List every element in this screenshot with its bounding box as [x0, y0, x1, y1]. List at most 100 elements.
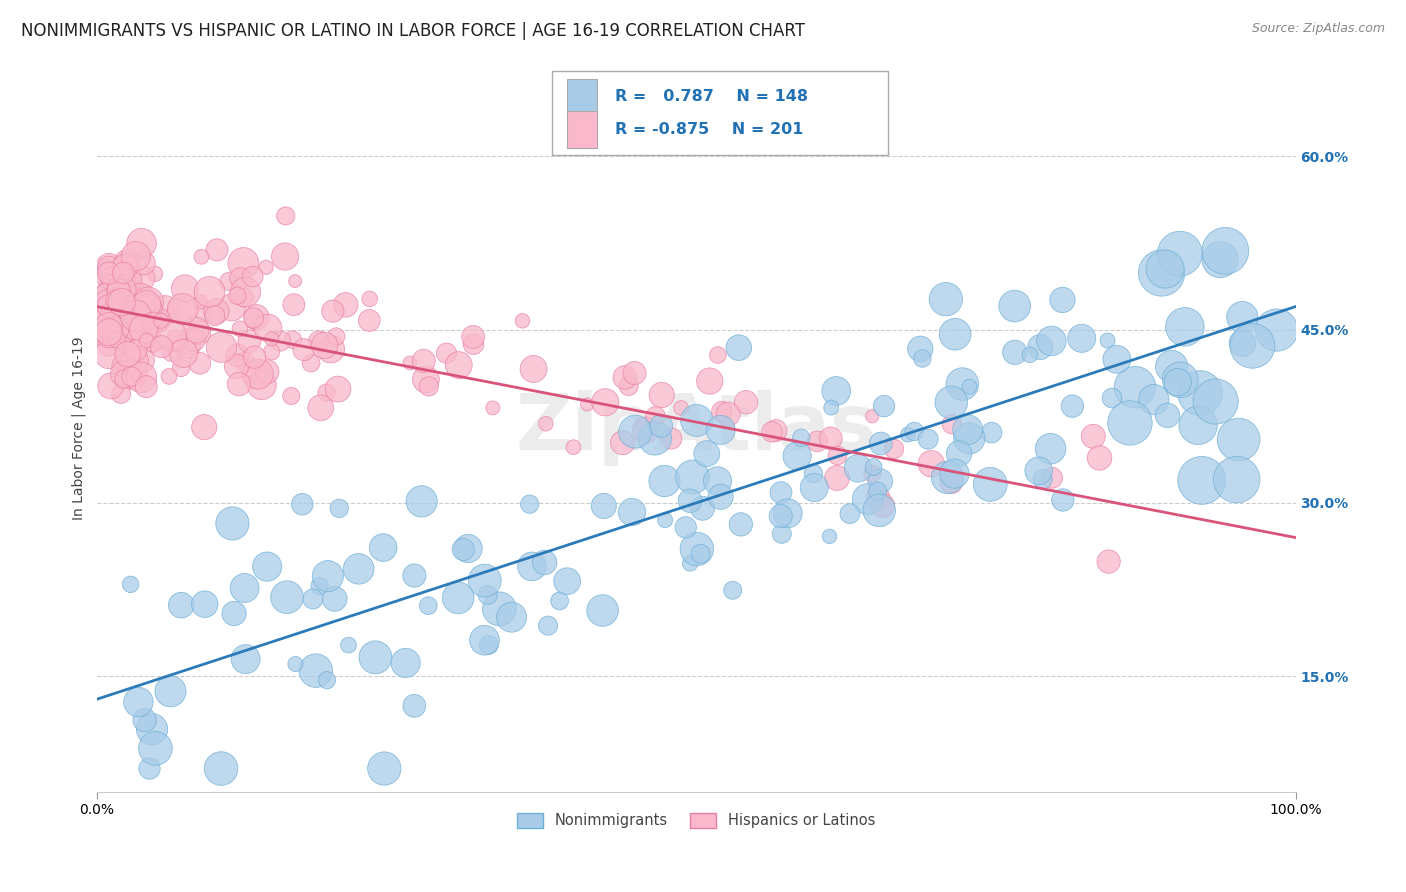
Point [184, 323, 207, 337]
Point [463, 330, 485, 344]
Point [235, 285, 257, 299]
Point [131, 271, 153, 285]
Point [221, 516, 243, 531]
Point [612, 435, 634, 450]
Point [118, 273, 141, 287]
Point [1227, 433, 1250, 447]
Point [105, 327, 128, 342]
Point [654, 474, 676, 488]
Point [232, 256, 254, 270]
Point [463, 337, 485, 351]
Point [225, 359, 247, 374]
Point [1040, 471, 1063, 485]
Point [897, 427, 920, 442]
Point [226, 348, 249, 362]
Point [107, 333, 129, 347]
Point [274, 250, 297, 264]
Point [129, 308, 152, 322]
Point [100, 276, 122, 290]
Point [447, 591, 470, 605]
Point [174, 281, 197, 295]
Point [157, 369, 180, 384]
Point [1040, 334, 1063, 348]
Point [979, 477, 1001, 491]
Point [790, 431, 813, 445]
Point [190, 250, 212, 264]
Point [474, 633, 496, 648]
Point [97, 266, 120, 280]
Point [125, 249, 148, 263]
Point [869, 474, 891, 488]
Point [97, 318, 120, 333]
Point [173, 346, 195, 360]
Point [1232, 336, 1254, 351]
Point [1119, 416, 1142, 430]
Point [118, 279, 141, 293]
Point [170, 360, 193, 375]
Point [107, 284, 129, 298]
Point [548, 594, 571, 608]
Point [769, 485, 792, 500]
Point [1156, 409, 1178, 423]
Point [111, 279, 134, 293]
Point [337, 638, 360, 652]
Point [127, 293, 149, 308]
Point [284, 657, 307, 671]
Point [696, 447, 718, 461]
Point [111, 367, 134, 381]
Point [654, 513, 676, 527]
Point [97, 261, 120, 276]
Point [820, 431, 842, 445]
Point [624, 425, 647, 439]
Point [555, 574, 578, 589]
Point [176, 338, 198, 352]
Point [257, 321, 280, 335]
Point [114, 260, 136, 274]
Point [634, 423, 657, 437]
Point [132, 319, 155, 334]
Point [204, 309, 226, 323]
Point [97, 328, 120, 343]
Point [534, 417, 557, 431]
Point [903, 425, 925, 439]
Point [862, 460, 884, 475]
Point [1062, 399, 1084, 413]
Point [124, 353, 146, 368]
Point [457, 541, 479, 556]
Point [478, 638, 501, 652]
Point [838, 507, 860, 521]
Point [418, 379, 440, 393]
Point [111, 295, 134, 310]
Point [685, 413, 707, 427]
Point [404, 568, 426, 582]
Point [235, 652, 257, 666]
Point [143, 267, 166, 281]
Point [682, 470, 704, 484]
Point [142, 338, 165, 352]
Point [209, 762, 232, 776]
Point [124, 320, 146, 334]
Point [97, 288, 120, 302]
Point [242, 269, 264, 284]
Point [110, 387, 132, 401]
Point [488, 602, 510, 616]
Point [135, 298, 157, 312]
Point [190, 294, 212, 309]
Point [644, 409, 666, 424]
Point [1039, 442, 1062, 456]
Point [160, 328, 183, 343]
Point [193, 420, 215, 434]
Point [644, 432, 666, 446]
Point [125, 320, 148, 334]
Point [818, 529, 841, 543]
Point [100, 379, 122, 393]
Point [124, 290, 146, 304]
Point [134, 713, 156, 727]
Point [481, 401, 503, 415]
Point [120, 577, 142, 591]
Point [246, 310, 269, 324]
Point [209, 340, 232, 354]
Point [328, 501, 350, 516]
Point [1154, 262, 1177, 277]
Point [935, 292, 957, 306]
